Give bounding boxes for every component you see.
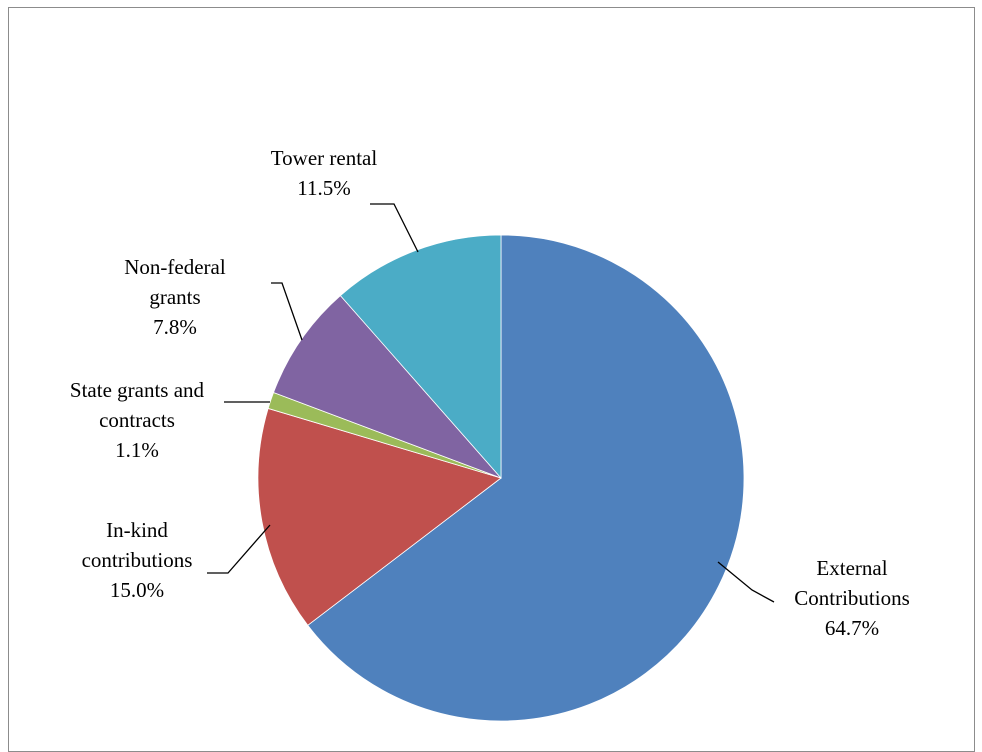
data-label-name-non-federal-grants: grants xyxy=(149,285,200,309)
data-label-name-non-federal-grants: Non-federal xyxy=(124,255,226,279)
data-label-name-external-contributions: Contributions xyxy=(794,586,910,610)
data-label-name-tower-rental: Tower rental xyxy=(271,146,378,170)
pie-slice-external-contributions xyxy=(307,234,745,722)
data-label-name-in-kind-contributions: In-kind xyxy=(106,518,168,542)
data-label-name-state-grants-and-contracts: contracts xyxy=(99,408,175,432)
leader-line-external-contributions xyxy=(717,561,775,603)
data-label-name-in-kind-contributions: contributions xyxy=(82,548,193,572)
leader-lines xyxy=(207,203,775,603)
data-label-value-non-federal-grants: 7.8% xyxy=(153,315,197,339)
leader-line-non-federal-grants xyxy=(271,282,303,341)
data-label-value-in-kind-contributions: 15.0% xyxy=(110,578,164,602)
pie-slice-non-federal-grants xyxy=(273,295,502,479)
data-label-value-state-grants-and-contracts: 1.1% xyxy=(115,438,159,462)
data-label-value-external-contributions: 64.7% xyxy=(825,616,879,640)
pie-slices xyxy=(257,234,745,722)
pie-slice-in-kind-contributions xyxy=(257,407,502,626)
leader-line-tower-rental xyxy=(370,203,419,253)
data-label-value-tower-rental: 11.5% xyxy=(297,176,350,200)
data-label-name-external-contributions: External xyxy=(816,556,887,580)
data-label-name-state-grants-and-contracts: State grants and xyxy=(70,378,205,402)
pie-slice-tower-rental xyxy=(339,234,502,480)
data-labels: External Contributions 64.7% In-kind contrib… xyxy=(70,146,910,640)
leader-line-in-kind-contributions xyxy=(207,524,271,574)
